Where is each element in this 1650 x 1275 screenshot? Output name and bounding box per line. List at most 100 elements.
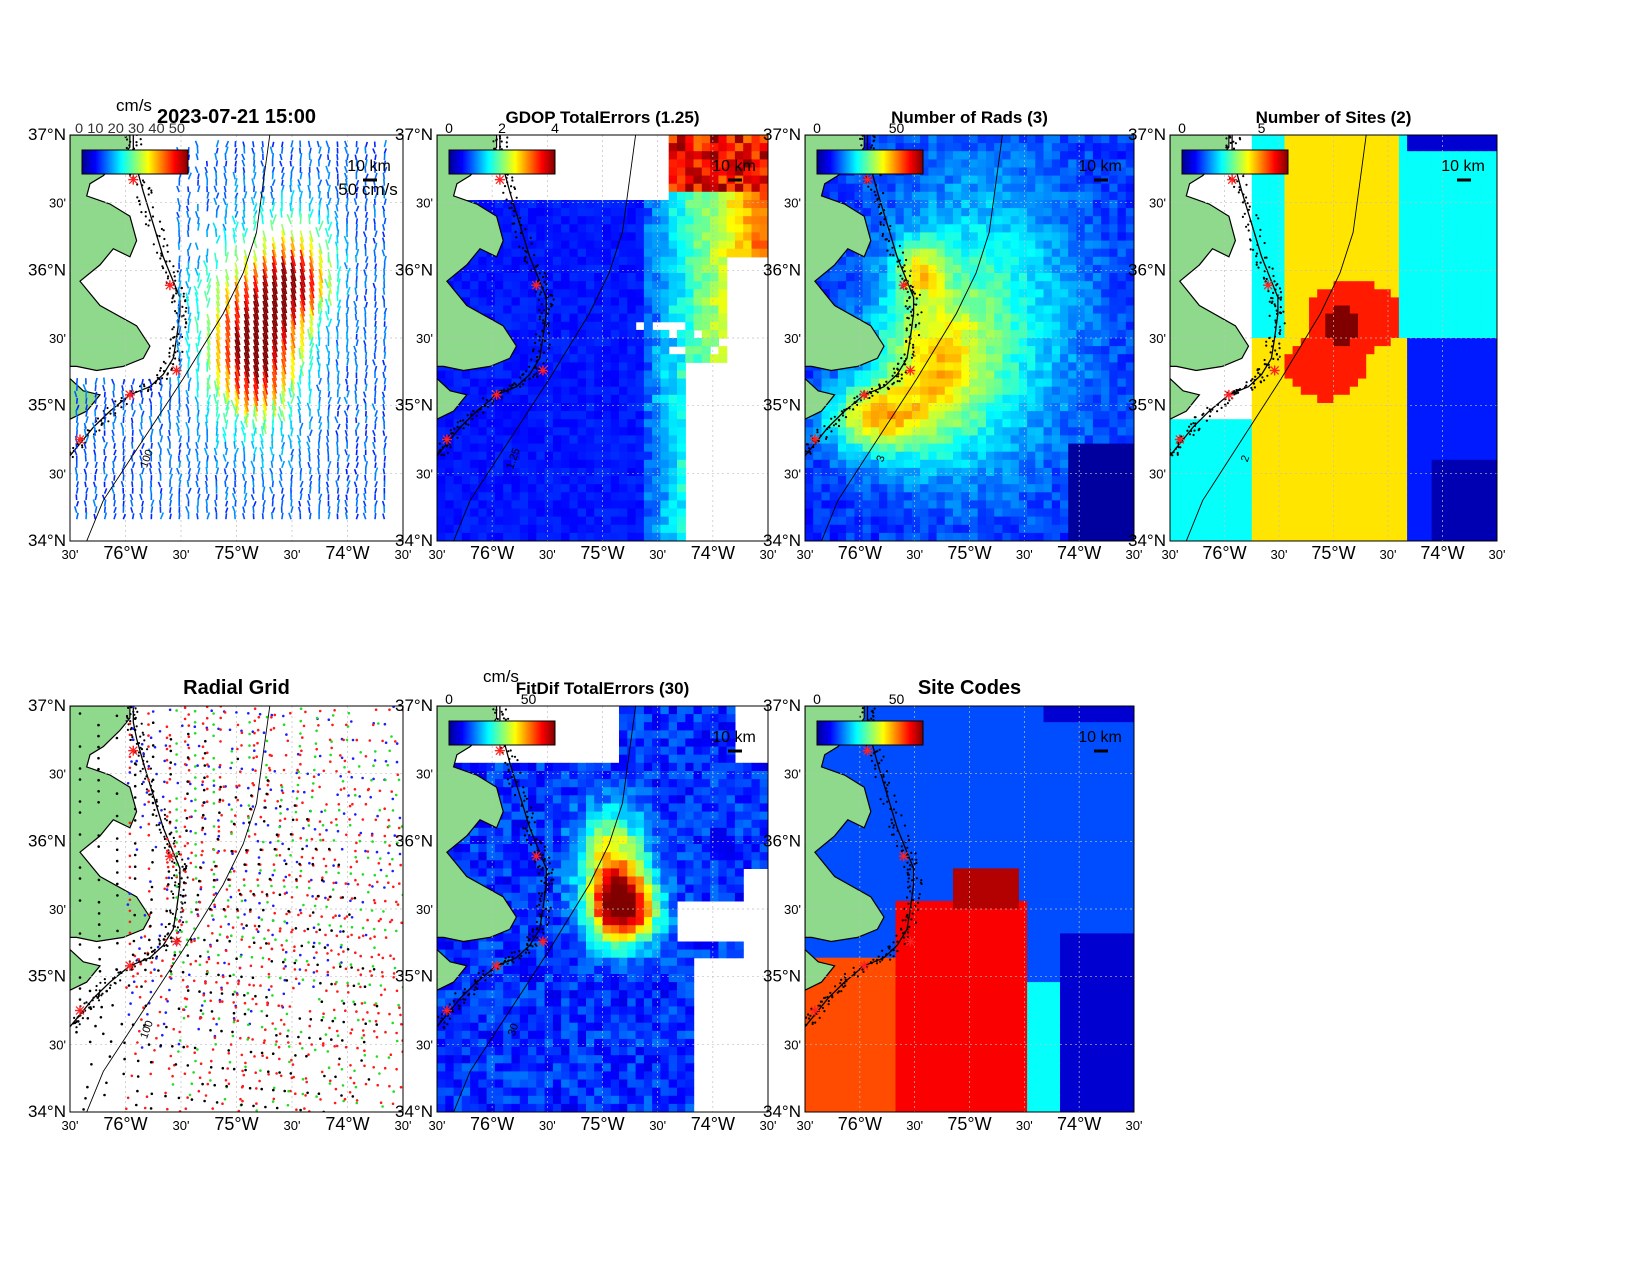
colorbar-tick-label: 0: [1178, 120, 1186, 136]
axes-frame: [804, 134, 1135, 542]
map-area: 1.25: [437, 135, 768, 541]
latitude-tick-label: 30': [784, 466, 801, 481]
radar-site-marker: [164, 851, 175, 862]
latitude-tick-label: 35°N: [395, 396, 433, 415]
latitude-tick-label: 37°N: [28, 125, 66, 144]
longitude-tick-label: 30': [1271, 547, 1288, 562]
longitude-tick-label: 30': [539, 547, 556, 562]
radar-site-marker: [537, 936, 548, 947]
longitude-tick-label: 74°W: [325, 543, 369, 563]
coastline: [805, 706, 915, 1028]
latitude-tick-label: 30': [1149, 466, 1166, 481]
radar-site-marker: [859, 960, 870, 971]
radar-site-marker: [164, 280, 175, 291]
latitude-tick-label: 37°N: [28, 696, 66, 715]
longitude-tick-label: 30': [395, 1118, 412, 1133]
colorbar: [448, 149, 556, 175]
longitude-tick-label: 76°W: [103, 1114, 147, 1134]
latitude-tick-label: 34°N: [395, 531, 433, 550]
radar-site-marker: [862, 745, 873, 756]
radar-site-marker: [809, 1005, 820, 1016]
latitude-tick-label: 30': [1149, 331, 1166, 346]
latitude-tick-label: 35°N: [763, 396, 801, 415]
longitude-tick-label: 30': [62, 1118, 79, 1133]
longitude-tick-label: 30': [906, 547, 923, 562]
depth-contour: [821, 135, 1003, 541]
depth-contour: [86, 706, 271, 1112]
longitude-tick-label: 76°W: [470, 543, 514, 563]
longitude-tick-label: 30': [284, 1118, 301, 1133]
colorbar-tick-label: 5: [1258, 120, 1266, 136]
latitude-tick-label: 34°N: [28, 1102, 66, 1121]
panel-title: 2023-07-21 15:00: [157, 106, 316, 128]
radar-site-marker: [859, 389, 870, 400]
contour-label: 30: [506, 1022, 521, 1038]
radar-site-marker: [809, 434, 820, 445]
depth-contour: [1185, 135, 1367, 541]
map-panels: 100 10 km 2023-07-21 15:00 cm/s 0 10 20 30 4…: [28, 96, 1505, 1134]
longitude-tick-label: 30': [429, 547, 446, 562]
radar-site-marker: [128, 745, 139, 756]
longitude-tick-label: 76°W: [1202, 543, 1246, 563]
scale-bar-label: 10 km: [1078, 158, 1122, 175]
latitude-tick-label: 30': [784, 767, 801, 782]
radar-site-marker: [491, 389, 502, 400]
axes-frame: [436, 134, 769, 542]
latitude-tick-label: 34°N: [1128, 531, 1166, 550]
scale-bar-label: 10 km: [1441, 158, 1485, 175]
mainland-land: [70, 706, 151, 943]
radar-site-marker: [1174, 434, 1185, 445]
longitude-tick-label: 74°W: [1420, 543, 1464, 563]
colorbar-tick-label: 4: [551, 120, 559, 136]
mainland-land-south: [805, 948, 836, 991]
latitude-tick-label: 30': [784, 902, 801, 917]
radar-site-marker: [1223, 389, 1234, 400]
longitude-tick-label: 74°W: [1057, 543, 1101, 563]
latitude-tick-label: 36°N: [395, 260, 433, 279]
latitude-tick-label: 30': [416, 767, 433, 782]
map-area: 3: [805, 135, 1134, 541]
mainland-land-south: [805, 377, 836, 420]
longitude-tick-label: 30': [395, 547, 412, 562]
longitude-tick-label: 75°W: [947, 543, 991, 563]
panel-title: Number of Rads (3): [891, 108, 1048, 127]
radar-site-marker: [905, 365, 916, 376]
map-panel-nrads: 3 0 50 10 km Number of Rads (3) 37°N 30' 36°N 30…: [763, 108, 1142, 563]
scale-bar-label: 10 km: [712, 158, 756, 175]
contour-label: 100: [138, 448, 156, 469]
longitude-tick-label: 30': [760, 547, 777, 562]
radar-site-marker: [1263, 280, 1274, 291]
colorbar-tick-label: 50: [889, 120, 905, 136]
panel-title: Number of Sites (2): [1256, 108, 1412, 127]
vector-scale-label: 50 cm/s: [338, 180, 398, 199]
map-panel-fitdif: 30 0 50 10 km FitDif TotalErrors (30)cm/s 37°…: [395, 667, 776, 1134]
longitude-tick-label: 74°W: [1057, 1114, 1101, 1134]
map-area: 100: [70, 135, 403, 541]
longitude-tick-label: 30': [797, 547, 814, 562]
colorbar-tick-label: 0: [445, 120, 453, 136]
colorbar-tick-labels-overlapped: 0 10 20 30 40 50: [75, 120, 185, 136]
longitude-tick-label: 30': [1162, 547, 1179, 562]
map-area: 2: [1170, 135, 1497, 541]
longitude-tick-label: 30': [173, 547, 190, 562]
panel-title: Radial Grid: [183, 677, 290, 699]
latitude-tick-label: 30': [49, 1037, 66, 1052]
mainland-land-south: [437, 377, 468, 420]
longitude-tick-label: 30': [173, 1118, 190, 1133]
longitude-tick-label: 30': [1126, 1118, 1143, 1133]
longitude-tick-label: 74°W: [691, 1114, 735, 1134]
radar-site-marker: [531, 851, 542, 862]
radar-site-marker: [491, 960, 502, 971]
depth-contour: [453, 706, 637, 1112]
longitude-tick-label: 76°W: [838, 1114, 882, 1134]
longitude-tick-label: 75°W: [580, 1114, 624, 1134]
colorbar-tick-label: 0: [445, 691, 453, 707]
latitude-tick-label: 36°N: [763, 260, 801, 279]
graticule: [437, 135, 768, 541]
radar-site-marker: [441, 1005, 452, 1016]
field-raster: [1170, 135, 1497, 541]
longitude-tick-label: 30': [649, 547, 666, 562]
latitude-tick-label: 30': [784, 331, 801, 346]
